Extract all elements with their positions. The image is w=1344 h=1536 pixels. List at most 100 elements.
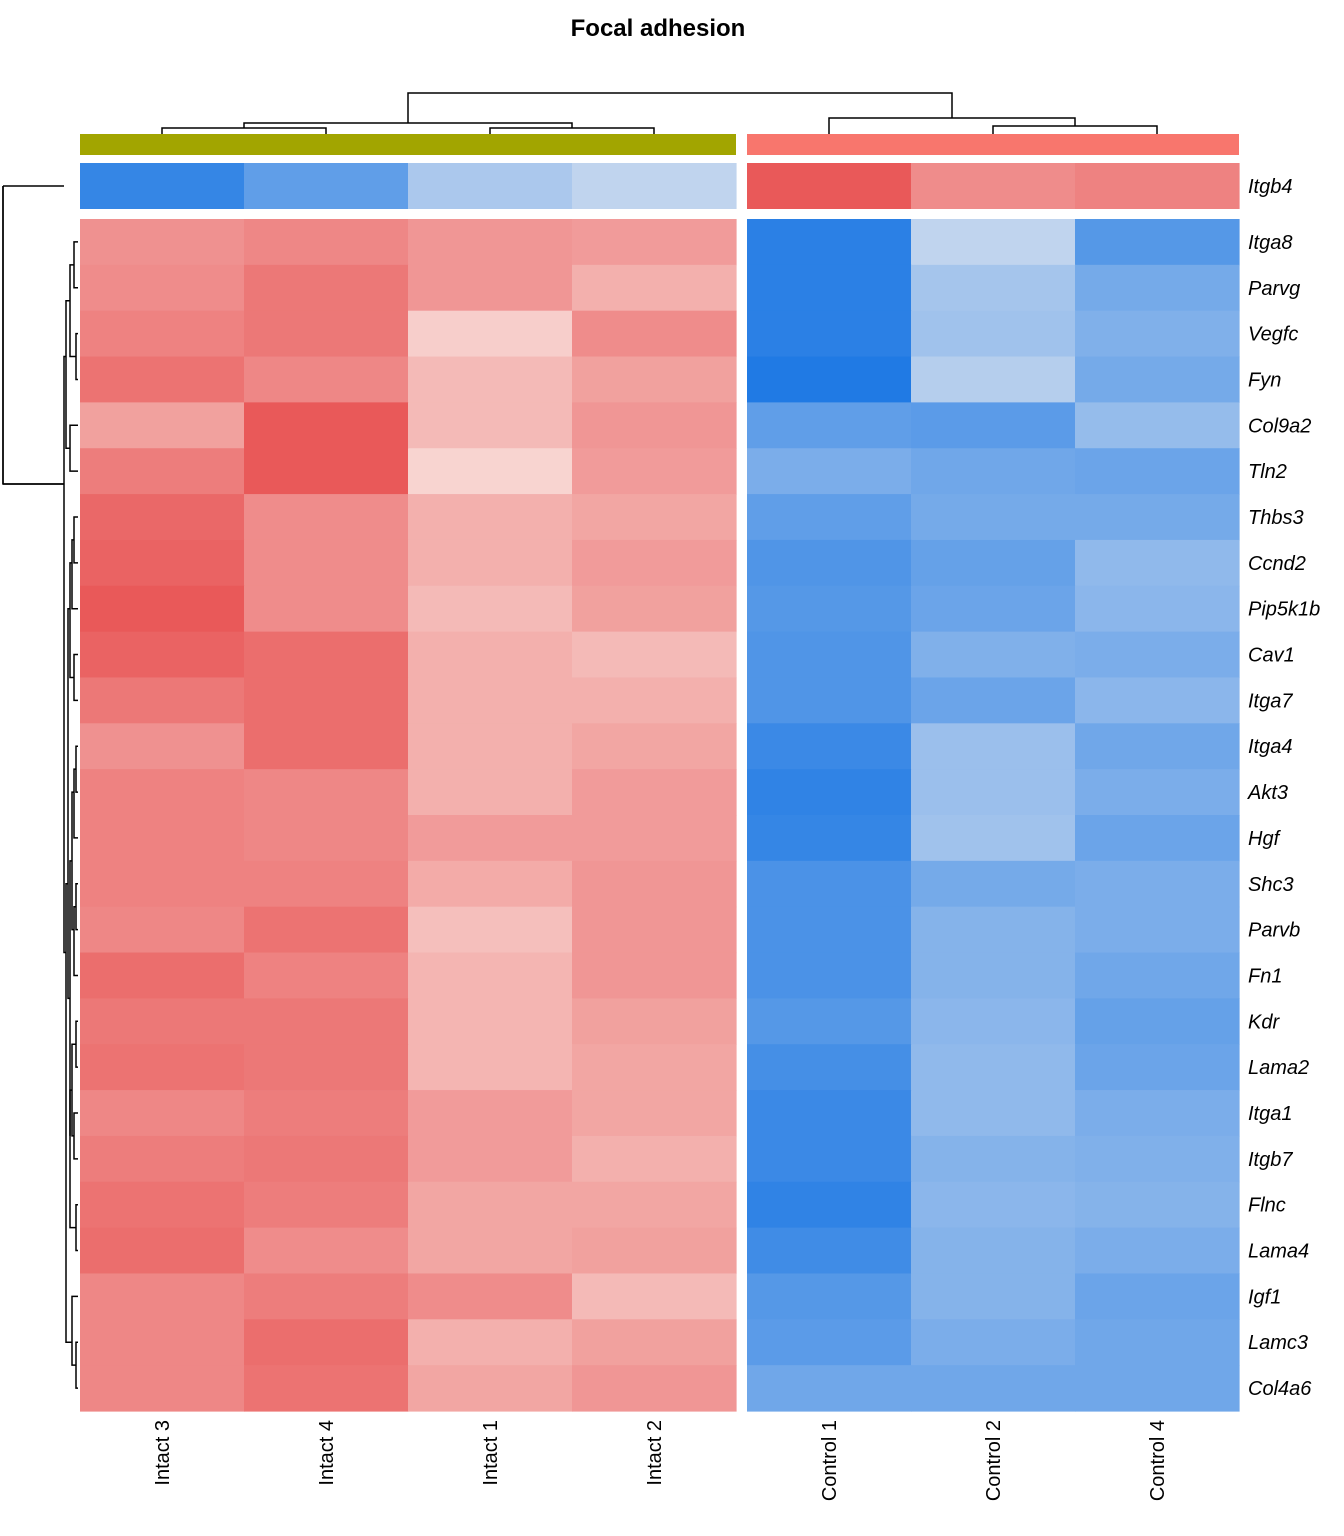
heatmap-cell: [911, 1319, 1076, 1366]
heatmap-cell: [408, 585, 573, 633]
heatmap-cell-top: [408, 163, 573, 209]
heatmap-cell: [244, 1135, 409, 1183]
heatmap-cell: [80, 677, 245, 724]
heatmap-cell: [244, 494, 409, 541]
dendrogram-branch: [489, 127, 655, 134]
row-label: Lama4: [1248, 1241, 1309, 1263]
heatmap-cell: [572, 998, 737, 1045]
heatmap-cell: [911, 1135, 1076, 1183]
heatmap-cell: [408, 539, 573, 587]
heatmap-cell: [572, 539, 737, 587]
heatmap-cell: [244, 815, 409, 862]
column-label: Control 1: [819, 1420, 841, 1501]
heatmap-cell: [747, 860, 912, 908]
heatmap-cell: [244, 539, 409, 587]
heatmap-cell-top: [911, 163, 1076, 209]
heatmap-cell: [572, 356, 737, 403]
dendrogram-branch: [65, 299, 70, 449]
heatmap-cell-top: [1075, 163, 1240, 209]
heatmap-cell: [244, 860, 409, 908]
dendrogram-branch: [73, 516, 78, 564]
heatmap-cell: [244, 1181, 409, 1229]
column-label: Intact 4: [316, 1420, 338, 1486]
heatmap-cell: [408, 631, 573, 679]
heatmap-cell: [80, 1273, 245, 1320]
column-label: Intact 3: [152, 1420, 174, 1486]
heatmap-cell: [408, 310, 573, 358]
heatmap-cell: [911, 1365, 1076, 1412]
heatmap-cell: [572, 677, 737, 724]
heatmap-cell: [747, 1365, 912, 1412]
heatmap-cell: [747, 769, 912, 816]
heatmap-cell: [572, 494, 737, 541]
heatmap-cell: [572, 1227, 737, 1275]
heatmap-cell: [80, 906, 245, 954]
dendrogram-branch: [992, 125, 1158, 134]
heatmap-cell: [572, 219, 737, 266]
heatmap-cell: [572, 906, 737, 954]
heatmap-cell: [80, 1135, 245, 1183]
heatmap-cell: [80, 860, 245, 908]
dendrogram-branch: [69, 424, 78, 472]
row-label: Kdr: [1248, 1011, 1280, 1033]
row-label: Akt3: [1247, 782, 1288, 804]
dendrogram-branch: [73, 905, 78, 977]
heatmap-cell: [747, 264, 912, 312]
row-label: Flnc: [1248, 1195, 1286, 1217]
heatmap-cell: [911, 677, 1076, 724]
heatmap-cell: [911, 585, 1076, 633]
heatmap-cell: [572, 952, 737, 999]
heatmap-cell: [1075, 1135, 1240, 1183]
row-label: Itga7: [1248, 690, 1293, 712]
heatmap-cell: [408, 1273, 573, 1320]
chart-title: Focal adhesion: [571, 15, 746, 42]
heatmap-cell: [1075, 585, 1240, 633]
dendrogram-branch: [75, 1341, 78, 1389]
heatmap-cell: [1075, 952, 1240, 999]
heatmap-cell: [747, 1135, 912, 1183]
heatmap-cell: [80, 1181, 245, 1229]
heatmap-cell: [80, 815, 245, 862]
row-label: Tln2: [1248, 461, 1287, 483]
heatmap-cell: [80, 998, 245, 1045]
heatmap-cell: [1075, 1227, 1240, 1275]
heatmap-cell: [244, 769, 409, 816]
dendrogram-branch: [71, 539, 78, 610]
heatmap-cell: [747, 219, 912, 266]
heatmap-cell: [408, 1090, 573, 1137]
heatmap-cell: [80, 448, 245, 495]
heatmap-cell: [572, 1090, 737, 1137]
heatmap-cell: [408, 1181, 573, 1229]
heatmap-cell: [572, 769, 737, 816]
heatmap-cell: [80, 1044, 245, 1091]
heatmap-cell: [1075, 723, 1240, 770]
heatmap-cell: [747, 815, 912, 862]
column-label: Intact 1: [480, 1420, 502, 1486]
heatmap-cell: [244, 264, 409, 312]
heatmap-cell: [80, 310, 245, 358]
heatmap-cell: [80, 585, 245, 633]
heatmap-cell: [747, 998, 912, 1045]
group-bar-control: [747, 134, 1239, 155]
dendrogram-branch: [69, 264, 76, 358]
heatmap-cell: [1075, 356, 1240, 403]
dendrogram-branch: [75, 1203, 78, 1252]
row-label: Col9a2: [1248, 415, 1311, 437]
heatmap-cell: [747, 952, 912, 999]
row-label: Hgf: [1248, 828, 1282, 850]
heatmap-cell: [408, 1227, 573, 1275]
column-label: Control 2: [983, 1420, 1005, 1501]
heatmap-cell: [80, 1227, 245, 1275]
heatmap-cell: [911, 952, 1076, 999]
heatmap-cell: [80, 539, 245, 587]
row-label: Itgb4: [1248, 176, 1292, 198]
column-label: Control 4: [1147, 1420, 1169, 1501]
dendrogram-branch: [67, 607, 70, 1000]
heatmap-cell: [408, 815, 573, 862]
heatmap-cell: [408, 1365, 573, 1412]
heatmap-cell: [80, 356, 245, 403]
heatmap-cell: [80, 219, 245, 266]
heatmap-cell: [1075, 1319, 1240, 1366]
heatmap-cell: [747, 677, 912, 724]
